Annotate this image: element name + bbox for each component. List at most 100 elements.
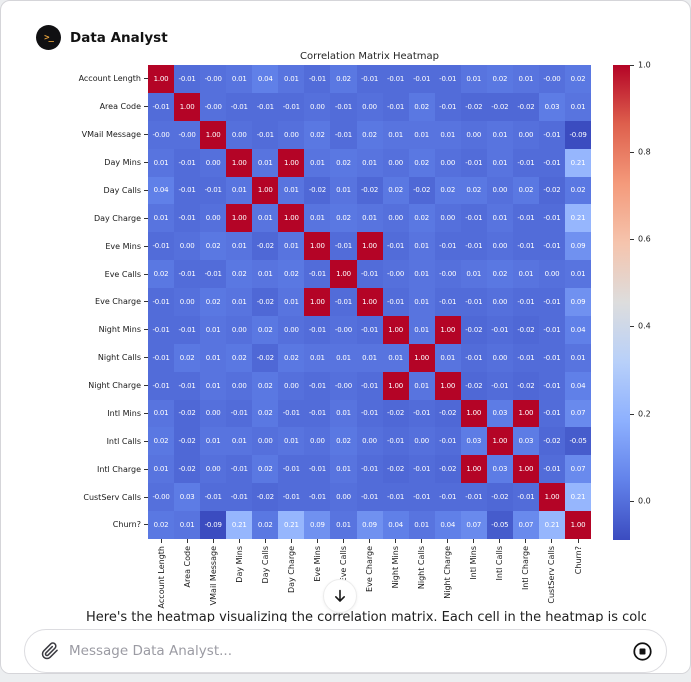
heatmap-cell: 0.01 [434, 343, 461, 372]
heatmap-cell: -0.00 [174, 120, 201, 149]
colorbar-tick [630, 326, 634, 328]
heatmap-cell: 0.00 [356, 427, 383, 456]
heatmap-cell: 1.00 [200, 120, 227, 149]
row-label: Night Calls [1, 344, 148, 372]
heatmap-cell: 0.01 [512, 65, 539, 93]
heatmap-cell: -0.01 [330, 288, 357, 316]
heatmap-cell: -0.01 [460, 483, 487, 511]
col-label: Night Mins [383, 539, 409, 608]
heatmap-cell: 0.01 [330, 511, 357, 539]
heatmap-cell: -0.01 [330, 232, 357, 261]
heatmap-cell: -0.01 [148, 371, 175, 400]
heatmap-row: Night Mins -0.01 -0.01 0.01 0.00 0.02 0.00 -0.0… [1, 315, 592, 344]
heatmap-cell: 0.01 [148, 204, 175, 233]
heatmap-cell: 0.01 [226, 427, 253, 456]
heatmap-cell: 0.01 [200, 315, 227, 344]
heatmap-row: Eve Calls 0.02 -0.01 -0.01 0.02 0.01 0.02 -0.01… [1, 260, 592, 288]
col-label: VMail Message [200, 539, 226, 608]
col-label: Eve Calls [330, 539, 356, 608]
message-input[interactable] [69, 643, 630, 659]
heatmap-cell: 1.00 [226, 148, 253, 177]
stop-generating-button[interactable] [630, 639, 654, 663]
row-label: Area Code [1, 93, 148, 121]
heatmap-cell: -0.00 [434, 260, 461, 288]
heatmap-cell: 1.00 [330, 260, 357, 288]
heatmap-cell: -0.01 [148, 315, 175, 344]
heatmap-cell: -0.02 [486, 92, 513, 121]
heatmap-cell: 0.01 [278, 288, 305, 316]
heatmap-cell: -0.01 [434, 65, 461, 93]
heatmap-cell: 1.00 [148, 65, 175, 93]
heatmap-cell: 0.01 [226, 176, 253, 205]
heatmap-cell: -0.01 [382, 92, 409, 121]
colorbar-tick [630, 413, 634, 415]
heatmap-cell: -0.02 [408, 176, 435, 205]
heatmap-cell: -0.01 [278, 399, 305, 428]
scroll-to-bottom-button[interactable] [323, 579, 357, 613]
heatmap-cell: 0.01 [486, 204, 513, 233]
heatmap-cell: 1.00 [174, 92, 201, 121]
heatmap-cell: 0.04 [382, 511, 409, 539]
colorbar-tick [630, 239, 634, 241]
heatmap-cell: -0.02 [356, 176, 383, 205]
heatmap-cell: -0.02 [174, 427, 201, 456]
col-label: CustServ Calls [539, 539, 565, 608]
heatmap-cell: -0.01 [330, 120, 357, 149]
colorbar-tick-label: 0.8 [638, 147, 651, 157]
heatmap-cell: 0.01 [486, 148, 513, 177]
heatmap-cell: -0.01 [304, 399, 331, 428]
heatmap-cell: 0.02 [226, 343, 253, 372]
heatmap-cell: 0.02 [278, 260, 305, 288]
row-label: Intl Mins [1, 400, 148, 428]
heatmap-cell: 0.01 [408, 371, 435, 400]
row-label: Account Length [1, 65, 148, 93]
heatmap-cell: -0.01 [174, 260, 201, 288]
heatmap-cell: 0.02 [252, 315, 279, 344]
colorbar-tick-label: 0.0 [638, 496, 651, 506]
heatmap-cell: 0.00 [304, 92, 331, 121]
col-label: Day Charge [278, 539, 304, 608]
heatmap-cell: 0.00 [278, 371, 305, 400]
heatmap-cell: 0.00 [512, 120, 539, 149]
heatmap-cell: -0.01 [226, 455, 253, 484]
heatmap-cell: 0.00 [486, 176, 513, 205]
attach-file-button[interactable] [38, 639, 62, 663]
heatmap-cell: 0.02 [200, 288, 227, 316]
heatmap-cell: -0.00 [200, 65, 227, 93]
heatmap-cell: -0.01 [512, 204, 539, 233]
heatmap-cell: 0.00 [434, 204, 461, 233]
heatmap-cell: -0.01 [226, 483, 253, 511]
heatmap-cell: 1.00 [382, 315, 409, 344]
heatmap-cell: 0.02 [330, 204, 357, 233]
heatmap-cell: 0.00 [356, 92, 383, 121]
heatmap-cell: 0.01 [304, 148, 331, 177]
heatmap-cell: -0.01 [200, 176, 227, 205]
heatmap-cell: 0.00 [460, 120, 487, 149]
heatmap-cell: 0.02 [200, 232, 227, 261]
heatmap-cell: 0.02 [330, 148, 357, 177]
heatmap-cell: 0.01 [278, 65, 305, 93]
heatmap-cell: 0.02 [512, 176, 539, 205]
heatmap-cell: -0.01 [382, 288, 409, 316]
heatmap-row: Account Length 1.00 -0.01 -0.00 0.01 0.04 0.01… [1, 65, 592, 93]
col-label: Intl Calls [487, 539, 513, 608]
heatmap-cell: -0.00 [148, 483, 175, 511]
heatmap-cell: 0.01 [252, 204, 279, 233]
heatmap-cell: 0.21 [226, 511, 253, 539]
heatmap-cell: 1.00 [486, 427, 513, 456]
heatmap-cell: -0.02 [512, 371, 539, 400]
colorbar [613, 65, 630, 540]
heatmap-cell: 0.07 [460, 511, 487, 539]
heatmap-cell: 0.00 [252, 427, 279, 456]
heatmap-cell: -0.00 [538, 65, 565, 93]
heatmap-row: Night Charge -0.01 -0.01 0.01 0.00 0.02 0.00 -0… [1, 371, 592, 400]
heatmap-cell: 1.00 [252, 176, 279, 205]
heatmap-cell: -0.01 [356, 371, 383, 400]
col-label: Intl Charge [513, 539, 539, 608]
heatmap-cell: 1.00 [434, 315, 461, 344]
heatmap-row: Day Charge 0.01 -0.01 0.00 1.00 0.01 1.00 0.01 0… [1, 204, 592, 233]
colorbar-tick-label: 0.6 [638, 234, 651, 244]
heatmap-cell: -0.01 [356, 65, 383, 93]
heatmap-cell: -0.02 [486, 483, 513, 511]
heatmap-cell: -0.01 [538, 371, 565, 400]
